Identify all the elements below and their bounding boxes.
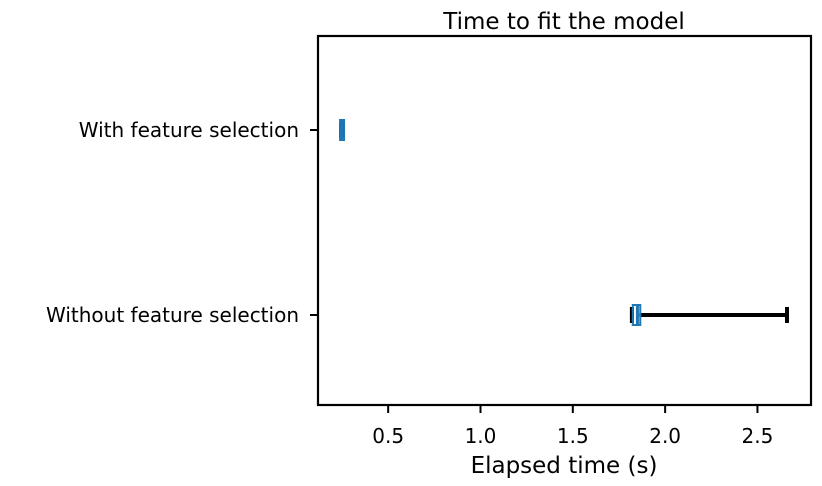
box-without-feature-selection [629,304,789,326]
y-tick-label: Without feature selection [46,303,299,327]
x-tick-label: 1.5 [557,424,589,448]
x-tick-label: 1.0 [465,424,497,448]
x-axis: 0.5 1.0 1.5 2.0 2.5 [372,405,773,448]
chart-title: Time to fit the model [442,9,685,35]
box-with-feature-selection [339,119,346,141]
x-axis-label: Elapsed time (s) [471,453,658,479]
x-tick-label: 2.5 [742,424,774,448]
plot-area [339,119,789,326]
x-tick-label: 0.5 [372,424,404,448]
y-tick-label: With feature selection [79,118,299,142]
x-tick-label: 2.0 [649,424,681,448]
y-axis: With feature selection Without feature se… [46,118,318,327]
plot-frame [316,34,813,407]
